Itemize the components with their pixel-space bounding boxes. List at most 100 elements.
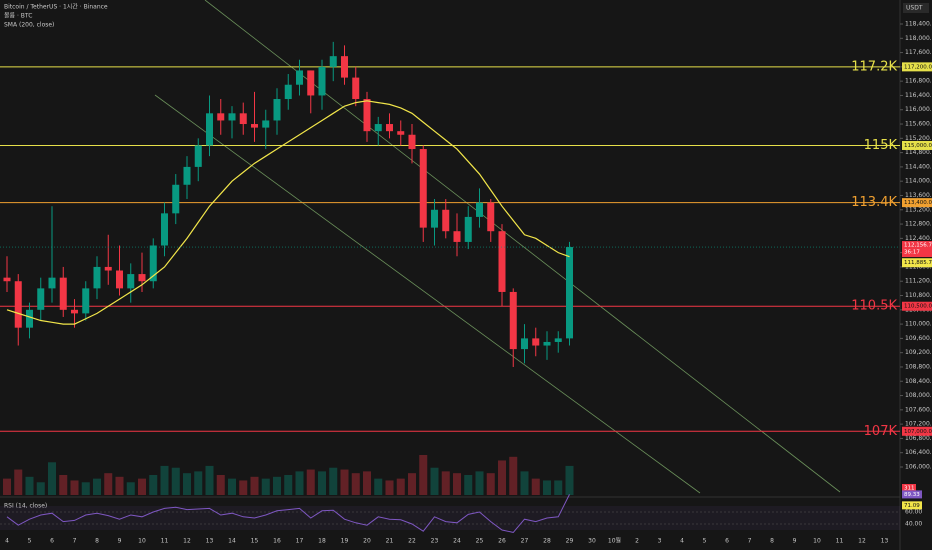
volume-bar bbox=[25, 476, 34, 495]
candle-body bbox=[82, 288, 90, 314]
level-tag: 113,400.00 bbox=[904, 200, 932, 206]
y-tick-label: 112,400.00 bbox=[905, 235, 932, 242]
x-tick-label: 10 bbox=[813, 538, 821, 545]
candle-body bbox=[172, 184, 180, 214]
x-tick-label: 4 bbox=[680, 538, 684, 545]
y-tick-label: 116,400.00 bbox=[905, 92, 932, 99]
countdown: 36:17 bbox=[904, 250, 920, 256]
x-tick-label: 8 bbox=[95, 538, 99, 545]
level-tag-box bbox=[902, 198, 932, 208]
candle-body bbox=[374, 124, 382, 132]
x-tick-label: 6 bbox=[725, 538, 729, 545]
y-tick-label: 106,400.00 bbox=[905, 449, 932, 456]
rsi-tick-label: 60.00 bbox=[905, 509, 922, 516]
candle-body bbox=[217, 113, 225, 121]
candle-body bbox=[149, 245, 157, 282]
volume-bar bbox=[374, 478, 383, 495]
candle-body bbox=[161, 213, 168, 246]
volume-bar bbox=[430, 467, 439, 495]
y-tick-label: 113,200.00 bbox=[905, 206, 932, 213]
candle-body bbox=[532, 338, 540, 346]
last-price: 112,156.78 bbox=[904, 243, 932, 249]
candle-body bbox=[543, 341, 551, 346]
candle-body bbox=[453, 231, 461, 242]
x-tick-label: 10월 bbox=[608, 537, 621, 545]
x-tick-label: 27 bbox=[521, 538, 529, 545]
candle-body bbox=[554, 338, 562, 342]
y-tick-label: 115,200.00 bbox=[905, 135, 932, 142]
x-tick-label: 4 bbox=[5, 538, 9, 545]
y-tick-label: 106,000.00 bbox=[905, 463, 932, 470]
candle-body bbox=[476, 202, 483, 217]
x-tick-label: 22 bbox=[408, 538, 416, 545]
x-tick-label: 25 bbox=[476, 538, 484, 545]
sma-tag-box bbox=[902, 258, 932, 268]
volume-bar bbox=[126, 482, 135, 495]
volume-bar bbox=[36, 482, 45, 495]
volume-tag-box bbox=[902, 484, 916, 492]
level-label: 117.2K bbox=[851, 59, 897, 74]
y-tick-label: 107,200.00 bbox=[905, 421, 932, 428]
candle-body bbox=[566, 247, 573, 339]
candle-body bbox=[431, 209, 438, 228]
volume-bar bbox=[228, 478, 236, 495]
volume-bar bbox=[543, 480, 551, 495]
volume-bar bbox=[149, 475, 158, 495]
candle-body bbox=[419, 149, 427, 228]
x-tick-label: 28 bbox=[543, 538, 551, 545]
candle-body bbox=[284, 84, 292, 100]
y-tick-label: 106,800.00 bbox=[905, 435, 932, 442]
candle-body bbox=[71, 309, 78, 314]
candle-body bbox=[104, 266, 112, 271]
level-tag-box bbox=[902, 140, 932, 150]
x-tick-label: 7 bbox=[748, 538, 752, 545]
volume-bar bbox=[205, 465, 214, 495]
volume-bar bbox=[14, 469, 23, 495]
x-tick-label: 11 bbox=[836, 538, 844, 545]
rsi-tick-label: 40.00 bbox=[905, 521, 922, 528]
volume-bar bbox=[486, 473, 495, 495]
volume-bar bbox=[520, 471, 529, 495]
candle-body bbox=[116, 270, 123, 289]
volume-bar bbox=[3, 478, 11, 495]
level-tag-box bbox=[902, 301, 932, 311]
sma-title: SMA (200, close) bbox=[4, 22, 54, 29]
volume-bar bbox=[183, 473, 191, 495]
candle-body bbox=[352, 77, 360, 100]
x-tick-label: 13 bbox=[206, 538, 214, 545]
x-tick-label: 2 bbox=[635, 538, 639, 545]
candle-body bbox=[397, 131, 405, 135]
candle-body bbox=[296, 70, 303, 85]
y-tick-label: 108,000.00 bbox=[905, 392, 932, 399]
volume-bar bbox=[351, 473, 360, 495]
volume-bar bbox=[554, 480, 563, 495]
x-tick-label: 5 bbox=[28, 538, 32, 545]
candle-body bbox=[273, 99, 281, 121]
y-tick-label: 110,800.00 bbox=[905, 292, 932, 299]
x-tick-label: 18 bbox=[318, 538, 326, 545]
level-label: 115K bbox=[864, 138, 898, 153]
volume-bar bbox=[441, 471, 450, 495]
candle-body bbox=[194, 145, 202, 167]
level-tag: 117,200.00 bbox=[904, 64, 932, 70]
candle-body bbox=[206, 113, 213, 146]
volume-bar bbox=[70, 480, 79, 495]
x-tick-label: 3 bbox=[658, 538, 662, 545]
volume-bar bbox=[160, 465, 169, 495]
candle-body bbox=[228, 113, 236, 121]
volume-title: 볼륨 · BTC bbox=[4, 13, 32, 20]
volume-bar bbox=[464, 475, 473, 495]
x-tick-label: 21 bbox=[386, 538, 394, 545]
volume-bar bbox=[284, 475, 293, 495]
candle-body bbox=[498, 231, 506, 292]
level-tag-box bbox=[902, 426, 932, 436]
candle-body bbox=[48, 277, 56, 289]
x-tick-label: 15 bbox=[251, 538, 259, 545]
y-tick-label: 113,600.00 bbox=[905, 192, 932, 199]
x-tick-label: 9 bbox=[118, 538, 122, 545]
candle-body bbox=[37, 288, 45, 310]
volume-bar bbox=[318, 471, 326, 495]
currency-box bbox=[903, 3, 929, 13]
y-tick-label: 111,200.00 bbox=[905, 278, 932, 285]
volume-bar bbox=[81, 482, 90, 495]
